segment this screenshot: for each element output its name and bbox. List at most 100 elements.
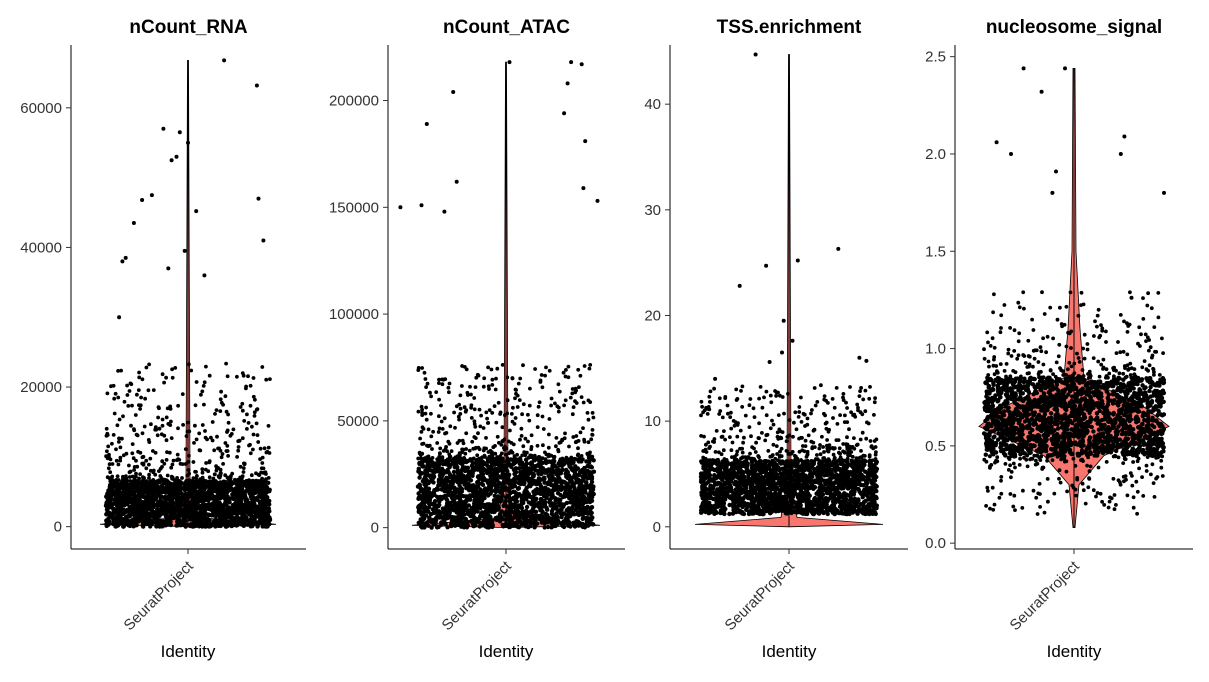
data-point: [483, 455, 487, 459]
data-point: [257, 493, 261, 497]
data-point: [169, 515, 173, 519]
data-point: [569, 493, 573, 497]
data-point: [526, 440, 530, 444]
data-point: [583, 440, 587, 444]
data-point: [120, 259, 124, 263]
panel-nCount_RNA: nCount_RNA0200004000060000SeuratProjectI…: [20, 17, 306, 661]
data-point: [429, 412, 433, 416]
x-tick-label: SeuratProject: [722, 557, 799, 634]
data-point: [469, 406, 473, 410]
data-point: [511, 521, 515, 525]
data-point: [164, 523, 168, 527]
data-point: [487, 450, 491, 454]
data-point: [520, 464, 524, 468]
data-point: [508, 60, 512, 64]
data-point: [522, 450, 526, 454]
data-point: [420, 457, 424, 461]
data-point: [166, 474, 170, 478]
data-point: [140, 198, 144, 202]
data-point: [162, 381, 166, 385]
data-point: [552, 455, 556, 459]
data-point: [160, 432, 164, 436]
data-point: [448, 455, 452, 459]
data-point: [213, 479, 217, 483]
data-point: [588, 500, 592, 504]
data-point: [478, 425, 482, 429]
data-point: [145, 366, 149, 370]
data-point: [541, 504, 545, 508]
x-axis-title: Identity: [161, 642, 216, 661]
jitter-points: [398, 60, 599, 530]
data-point: [429, 435, 433, 439]
data-point: [132, 427, 136, 431]
data-point: [496, 516, 500, 520]
data-point: [104, 494, 108, 498]
data-point: [161, 127, 165, 131]
data-point: [231, 503, 235, 507]
data-point: [195, 380, 199, 384]
data-point: [136, 479, 140, 483]
data-point: [546, 525, 550, 529]
data-point: [515, 513, 519, 517]
data-point: [480, 514, 484, 518]
data-point: [208, 374, 212, 378]
data-point: [541, 415, 545, 419]
data-point: [133, 517, 137, 521]
data-point: [505, 376, 509, 380]
data-point: [520, 434, 524, 438]
data-point: [251, 448, 255, 452]
data-point: [184, 499, 188, 503]
data-point: [423, 474, 427, 478]
data-point: [124, 484, 128, 488]
data-point: [447, 463, 451, 467]
data-point: [533, 367, 537, 371]
data-point: [268, 377, 272, 381]
data-point: [586, 493, 590, 497]
data-point: [468, 385, 472, 389]
data-point: [429, 395, 433, 399]
data-point: [555, 436, 559, 440]
data-point: [192, 460, 196, 464]
data-point: [226, 509, 230, 513]
data-point: [218, 515, 222, 519]
data-point: [224, 394, 228, 398]
data-point: [578, 485, 582, 489]
data-point: [175, 515, 179, 519]
data-point: [567, 365, 571, 369]
data-point: [487, 387, 491, 391]
data-point: [108, 511, 112, 515]
data-point: [441, 382, 445, 386]
data-point: [489, 482, 493, 486]
data-point: [218, 502, 222, 506]
data-point: [571, 499, 575, 503]
data-point: [447, 479, 451, 483]
data-point: [115, 459, 119, 463]
data-point: [588, 507, 592, 511]
data-point: [568, 524, 572, 528]
data-point: [481, 489, 485, 493]
data-point: [510, 412, 514, 416]
data-point: [501, 363, 505, 367]
data-point: [522, 482, 526, 486]
data-point: [106, 445, 110, 449]
data-point: [504, 487, 508, 491]
data-point: [450, 449, 454, 453]
data-point: [149, 486, 153, 490]
chart-title: nCount_ATAC: [443, 17, 570, 38]
data-point: [249, 384, 253, 388]
data-point: [156, 500, 160, 504]
data-point: [200, 467, 204, 471]
data-point: [190, 488, 194, 492]
data-point: [210, 502, 214, 506]
data-point: [576, 446, 580, 450]
data-point: [207, 488, 211, 492]
data-point: [466, 393, 470, 397]
data-point: [165, 438, 169, 442]
data-point: [565, 518, 569, 522]
data-point: [580, 497, 584, 501]
data-point: [165, 458, 169, 462]
data-point: [128, 479, 132, 483]
data-point: [165, 450, 169, 454]
data-point: [588, 367, 592, 371]
data-point: [145, 500, 149, 504]
